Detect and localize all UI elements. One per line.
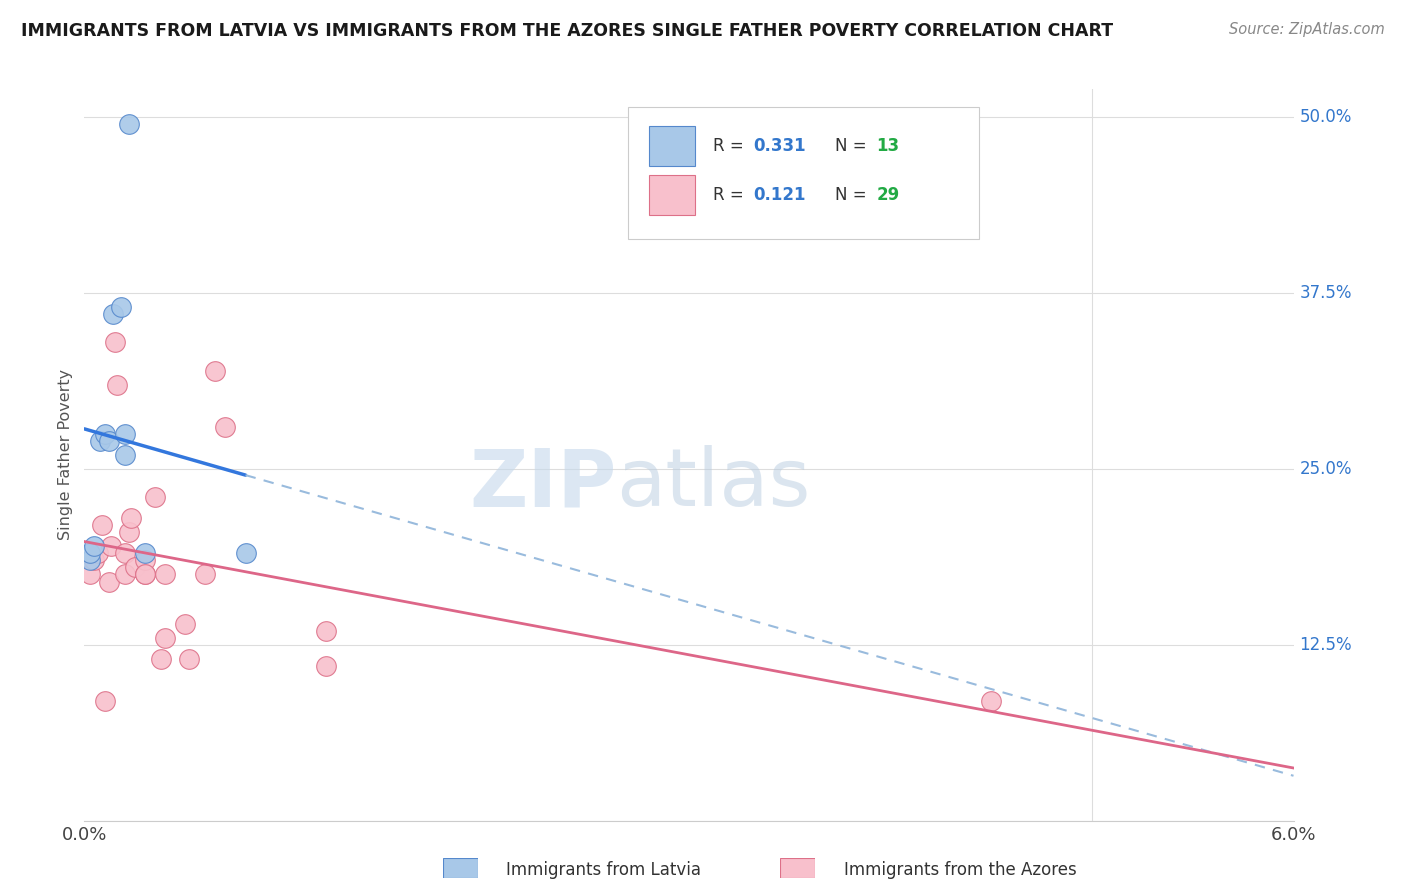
- Text: R =: R =: [713, 137, 749, 155]
- Point: [93, 426, 115, 441]
- Point: [91, 518, 114, 533]
- Point: [120, 511, 142, 525]
- Point: [104, 335, 127, 350]
- Text: Immigrants from the Azores: Immigrants from the Azores: [844, 861, 1077, 879]
- Point: [114, 448, 136, 462]
- Point: [315, 659, 337, 673]
- Text: 13: 13: [876, 137, 900, 155]
- Point: [87, 546, 110, 560]
- Point: [235, 546, 257, 560]
- Point: [110, 300, 132, 314]
- Point: [89, 434, 111, 448]
- Text: Immigrants from Latvia: Immigrants from Latvia: [506, 861, 702, 879]
- Text: 37.5%: 37.5%: [1299, 285, 1353, 302]
- Point: [134, 546, 156, 560]
- Point: [194, 567, 217, 582]
- Point: [153, 567, 176, 582]
- Text: IMMIGRANTS FROM LATVIA VS IMMIGRANTS FROM THE AZORES SINGLE FATHER POVERTY CORRE: IMMIGRANTS FROM LATVIA VS IMMIGRANTS FRO…: [21, 22, 1114, 40]
- Point: [114, 567, 136, 582]
- Point: [134, 553, 156, 567]
- Point: [114, 546, 136, 560]
- Point: [134, 567, 156, 582]
- Point: [204, 363, 226, 377]
- Point: [124, 560, 146, 574]
- Text: 25.0%: 25.0%: [1299, 460, 1353, 478]
- Point: [153, 631, 176, 645]
- Point: [83, 553, 105, 567]
- Point: [97, 574, 120, 589]
- Point: [179, 652, 201, 666]
- Point: [93, 694, 115, 708]
- Text: 0.331: 0.331: [754, 137, 806, 155]
- Point: [79, 546, 101, 560]
- Point: [79, 567, 101, 582]
- Text: N =: N =: [835, 186, 872, 204]
- Text: atlas: atlas: [616, 445, 811, 524]
- Text: R =: R =: [713, 186, 749, 204]
- Point: [143, 490, 166, 504]
- Text: N =: N =: [835, 137, 872, 155]
- Point: [214, 419, 236, 434]
- Bar: [650, 175, 695, 215]
- Text: 0.121: 0.121: [754, 186, 806, 204]
- Y-axis label: Single Father Poverty: Single Father Poverty: [58, 369, 73, 541]
- Text: Source: ZipAtlas.com: Source: ZipAtlas.com: [1229, 22, 1385, 37]
- Point: [100, 539, 122, 553]
- Point: [149, 652, 172, 666]
- Point: [118, 525, 141, 540]
- Point: [97, 434, 120, 448]
- Text: 12.5%: 12.5%: [1299, 636, 1353, 654]
- FancyBboxPatch shape: [628, 108, 979, 239]
- Point: [315, 624, 337, 638]
- Text: 50.0%: 50.0%: [1299, 108, 1353, 127]
- Point: [174, 616, 197, 631]
- Point: [114, 426, 136, 441]
- Text: 29: 29: [876, 186, 900, 204]
- Point: [83, 539, 105, 553]
- Text: ZIP: ZIP: [470, 445, 616, 524]
- Point: [980, 694, 1002, 708]
- Point: [118, 117, 141, 131]
- Point: [105, 377, 128, 392]
- Point: [134, 567, 156, 582]
- Bar: [650, 126, 695, 167]
- Point: [101, 307, 124, 321]
- Point: [79, 553, 101, 567]
